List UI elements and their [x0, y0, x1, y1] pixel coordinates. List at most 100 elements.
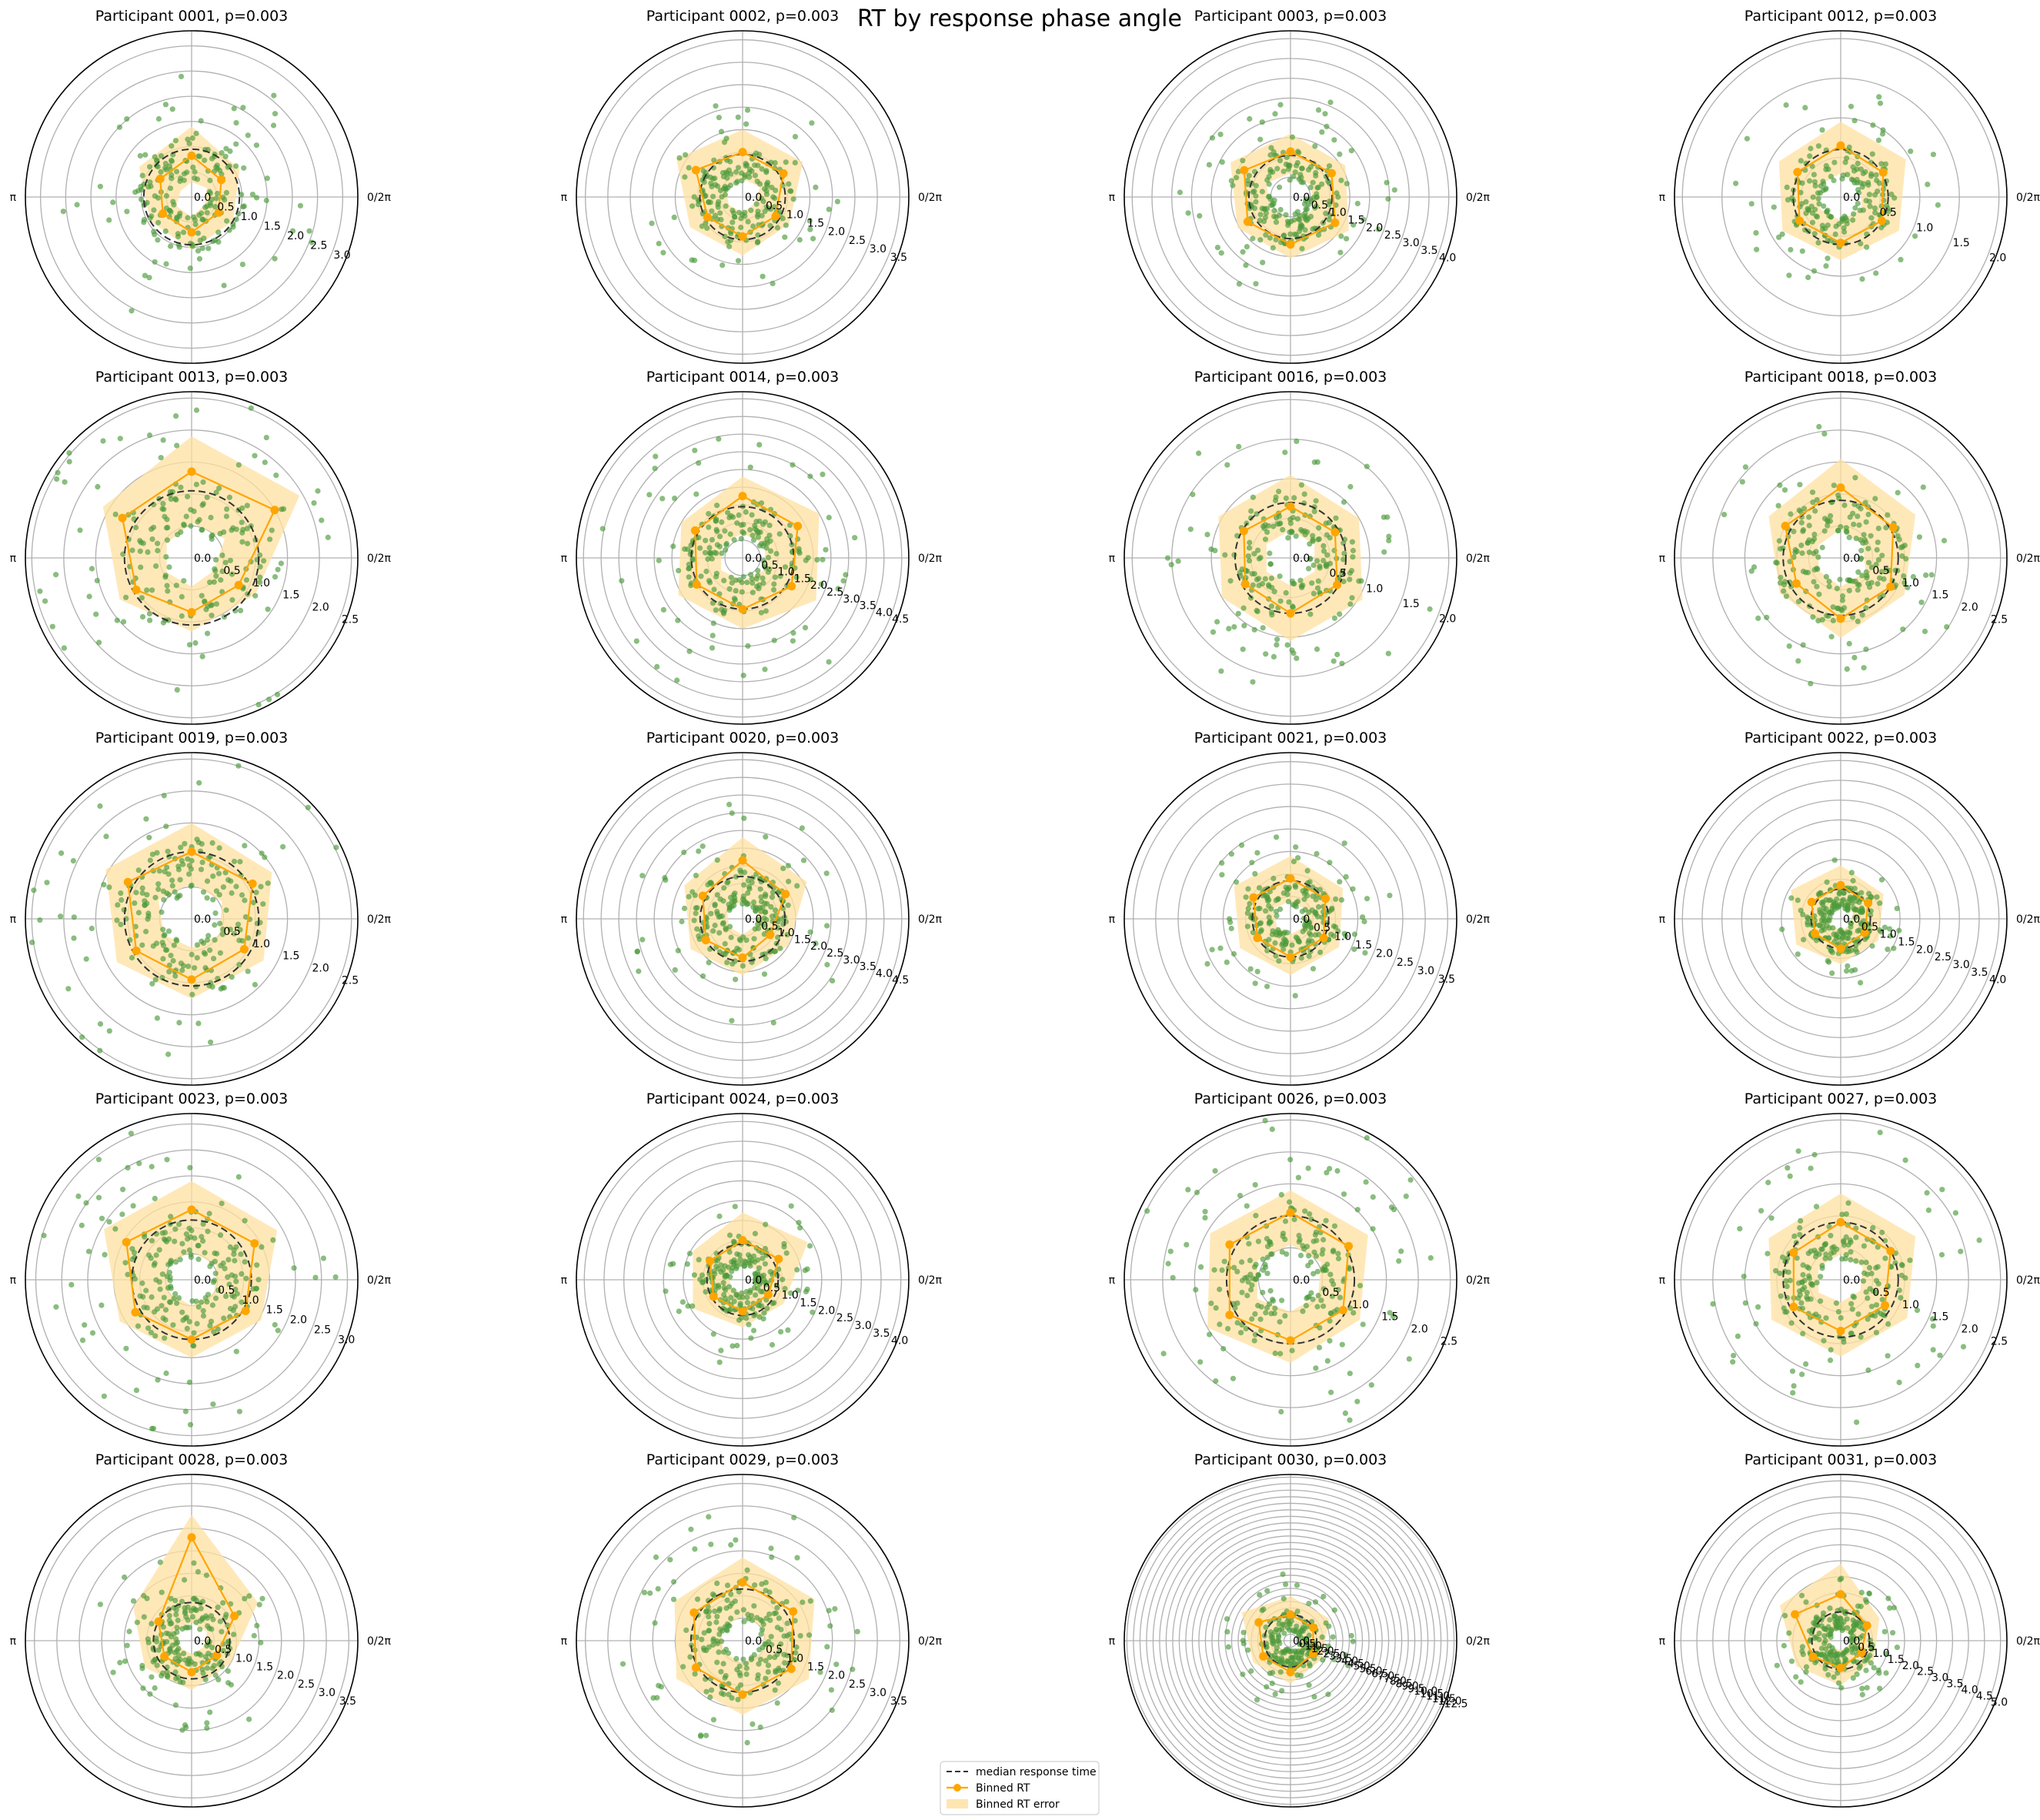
rt-point — [1338, 897, 1344, 903]
rt-point — [1898, 1261, 1905, 1267]
rt-point — [1879, 553, 1885, 559]
rt-point — [1848, 967, 1855, 974]
rt-point — [1208, 1301, 1214, 1307]
rt-point — [1301, 213, 1307, 219]
rt-point — [1958, 1248, 1964, 1254]
rt-point — [1279, 942, 1285, 948]
rt-point — [1335, 1255, 1342, 1262]
rt-point — [778, 1626, 784, 1633]
rt-point — [722, 607, 728, 613]
rt-point — [135, 910, 142, 916]
rt-point — [1914, 1307, 1921, 1314]
rt-point — [1246, 172, 1252, 179]
angle-label-zero: 0/2π — [367, 1274, 392, 1287]
rt-point — [639, 937, 646, 943]
angle-label-zero: 0/2π — [367, 1635, 392, 1648]
rt-point — [1244, 1203, 1250, 1209]
rt-point — [773, 1668, 779, 1674]
rt-point — [1304, 867, 1310, 874]
rt-point — [1264, 205, 1270, 212]
rt-point — [167, 1621, 173, 1627]
rt-point — [696, 848, 702, 854]
rt-point — [161, 897, 167, 903]
rt-point — [1733, 180, 1739, 186]
binned-rt-marker — [187, 228, 196, 237]
rt-point — [1806, 514, 1812, 520]
rt-point — [163, 1370, 169, 1377]
rt-point — [220, 1600, 226, 1606]
rt-point — [230, 224, 236, 230]
rt-point — [172, 1238, 178, 1244]
rt-point — [633, 638, 639, 644]
rt-point — [227, 1645, 233, 1651]
rt-point — [264, 175, 270, 182]
rt-point — [1799, 1644, 1805, 1650]
rt-point — [179, 1727, 185, 1733]
rt-point — [185, 856, 191, 862]
rt-point — [1292, 993, 1298, 999]
rt-point — [1307, 164, 1314, 170]
rt-point — [1331, 1656, 1337, 1662]
rt-point — [1320, 1303, 1327, 1309]
rt-point — [654, 1695, 660, 1701]
radial-tick-label: 3.5 — [1971, 967, 1988, 979]
rt-point — [210, 1279, 216, 1285]
rt-point — [737, 1257, 743, 1263]
rt-point — [824, 1644, 830, 1650]
rt-point — [145, 1325, 152, 1331]
rt-point — [1306, 1294, 1312, 1300]
rt-point — [1338, 233, 1344, 239]
binned-rt-marker — [270, 506, 279, 515]
rt-point — [734, 520, 740, 526]
rt-point — [1217, 1321, 1223, 1327]
rt-point — [1800, 527, 1807, 533]
rt-point — [731, 537, 737, 543]
rt-point — [185, 1661, 191, 1667]
rt-point — [728, 171, 734, 177]
rt-point — [1831, 159, 1838, 165]
rt-point — [1930, 1347, 1936, 1353]
rt-point — [1891, 945, 1897, 951]
rt-point — [1753, 1321, 1759, 1327]
radial-tick-label: 0.5 — [223, 565, 240, 577]
rt-point — [1758, 1207, 1765, 1214]
rt-point — [761, 1310, 767, 1316]
radial-tick-label: 1.0 — [1902, 577, 1919, 589]
rt-point — [196, 153, 203, 159]
rt-point — [735, 165, 742, 171]
rt-point — [222, 559, 229, 566]
rt-point — [1839, 175, 1845, 182]
rt-point — [1240, 1641, 1247, 1647]
rt-point — [772, 948, 779, 954]
rt-point — [1349, 595, 1355, 601]
radial-tick-label: 1.0 — [242, 1294, 259, 1307]
rt-point — [1873, 172, 1879, 178]
rt-point — [177, 877, 183, 883]
scatter-points — [1144, 1117, 1434, 1423]
rt-point — [634, 948, 641, 954]
rt-point — [172, 1669, 179, 1675]
rt-point — [762, 666, 768, 673]
rt-point — [178, 484, 184, 490]
rt-point — [1237, 1193, 1244, 1199]
rt-point — [762, 900, 768, 907]
rt-point — [150, 943, 156, 949]
rt-point — [150, 1425, 157, 1431]
rt-point — [211, 579, 217, 585]
rt-point — [1375, 226, 1381, 232]
binned-rt-marker — [692, 579, 701, 589]
rt-point — [182, 840, 188, 847]
rt-point — [1833, 1300, 1839, 1306]
binned-rt-marker — [1836, 483, 1845, 493]
radial-tick-label: 2.0 — [287, 230, 304, 242]
rt-point — [725, 239, 731, 245]
rt-point — [1805, 274, 1811, 281]
rt-point — [152, 1333, 159, 1339]
rt-point — [1806, 1265, 1812, 1271]
rt-point — [231, 1251, 237, 1257]
rt-point — [1348, 148, 1354, 154]
rt-point — [1331, 1223, 1337, 1229]
rt-point — [1234, 1268, 1240, 1274]
rt-point — [691, 194, 697, 200]
rt-point — [1293, 934, 1299, 940]
